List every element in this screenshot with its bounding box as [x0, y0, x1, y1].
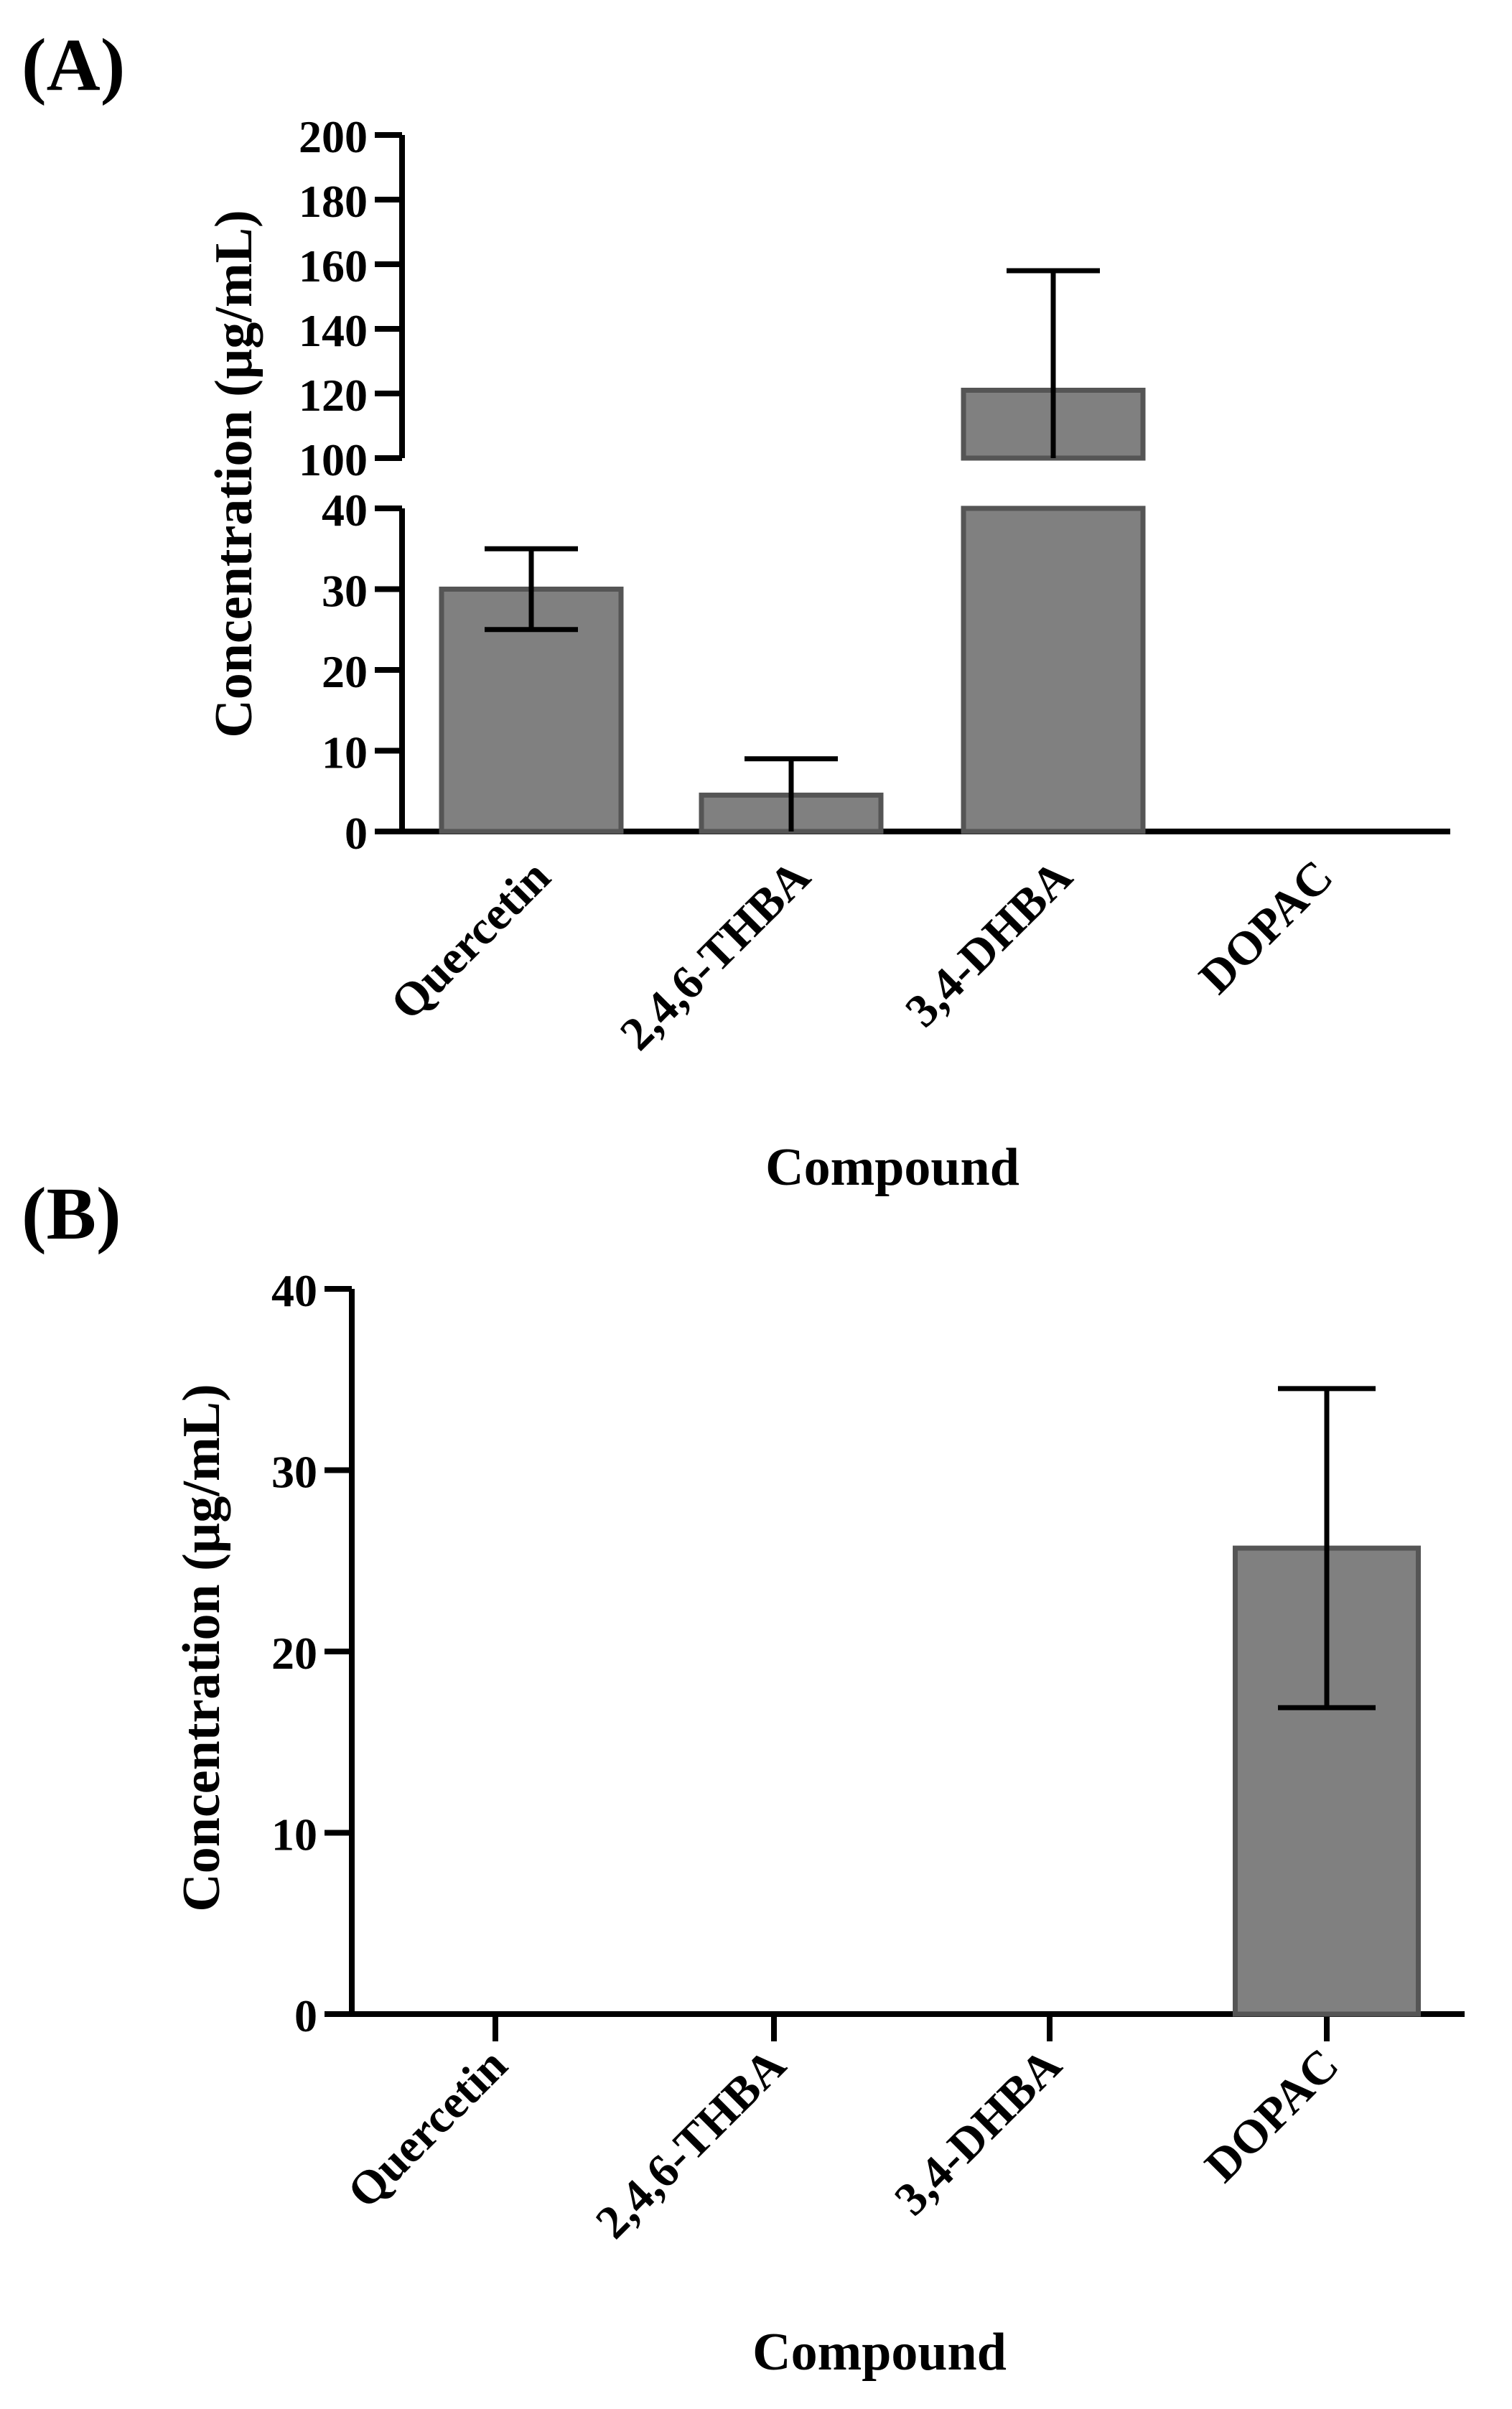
y-tick-label: 30 — [271, 1447, 317, 1498]
x-tick-label: 2,4,6-THBA — [586, 2038, 796, 2249]
bar-quercetin — [439, 587, 624, 834]
y-tick-label: 20 — [271, 1628, 317, 1679]
chart-a-bars — [439, 268, 1146, 834]
chart-b-y-label: Concentration (µg/mL) — [172, 1384, 231, 1911]
x-tick-label: DOPAC — [1195, 2038, 1349, 2192]
y-tick-label: 180 — [299, 176, 368, 227]
y-tick-label: 10 — [322, 727, 368, 778]
chart-a: Concentration (µg/mL) Compound 0 10 20 30 40… — [205, 111, 1450, 1197]
y-tick-label: 0 — [345, 808, 368, 859]
x-tick-label: 3,4-DHBA — [885, 2038, 1072, 2226]
bar-3-4-dhba-lower — [961, 505, 1146, 834]
y-tick-label: 200 — [299, 111, 368, 162]
x-tick-label: 2,4,6-THBA — [610, 850, 821, 1061]
y-tick-label: 0 — [294, 1990, 317, 2041]
x-tick-label: DOPAC — [1190, 850, 1343, 1004]
chart-a-y-label: Concentration (µg/mL) — [205, 210, 263, 737]
y-tick-label: 120 — [299, 370, 368, 421]
chart-a-x-label: Compound — [765, 1138, 1019, 1197]
y-tick-label: 160 — [299, 241, 368, 292]
x-tick-label: 3,4-DHBA — [895, 850, 1083, 1038]
y-tick-label: 140 — [299, 305, 368, 356]
x-tick-label: Quercetin — [337, 2038, 517, 2218]
y-tick-label: 30 — [322, 566, 368, 617]
y-tick-label: 100 — [299, 434, 368, 485]
panel-b-label: (B) — [22, 1173, 121, 1255]
y-tick-label: 10 — [271, 1809, 317, 1860]
panel-a-label: (A) — [22, 24, 125, 106]
x-tick-label: Quercetin — [381, 850, 560, 1030]
chart-b-bars — [1233, 1386, 1421, 2017]
y-tick-label: 40 — [271, 1265, 317, 1316]
chart-b-x-label: Compound — [752, 2323, 1007, 2382]
chart-b: Concentration (µg/mL) Compound 0 10 20 30 40… — [172, 1265, 1465, 2382]
y-tick-label: 40 — [322, 485, 368, 536]
y-tick-label: 20 — [322, 646, 368, 697]
